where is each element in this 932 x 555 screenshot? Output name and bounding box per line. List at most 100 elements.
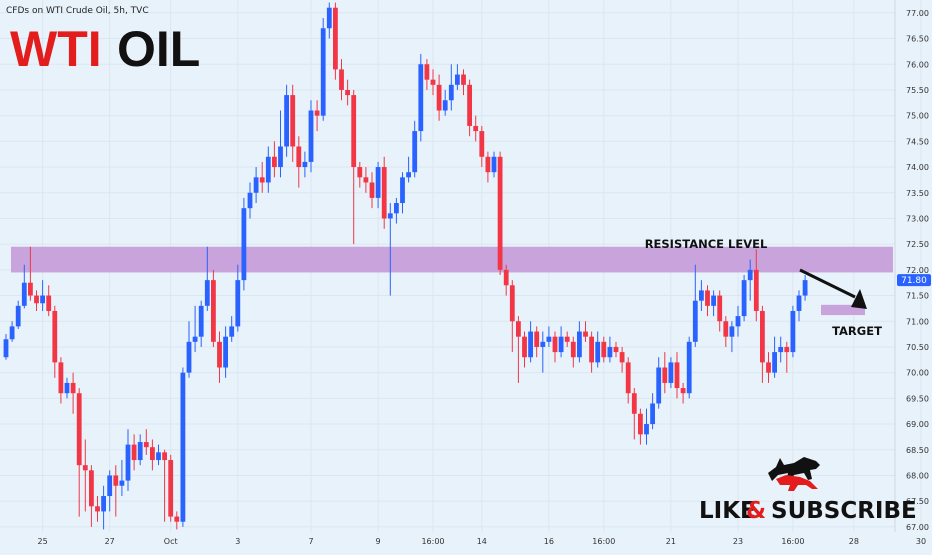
candle-bearish: [619, 346, 625, 373]
candle-bearish: [345, 79, 350, 106]
candle-bearish: [503, 264, 509, 296]
candle-body: [168, 460, 174, 517]
time-axis[interactable]: 25 27 Oct 3 7 9 16:00 14 16 16:00 21 23 16:00 28 30: [38, 537, 927, 546]
candle-bullish: [223, 326, 228, 378]
candle-bullish: [235, 264, 241, 332]
candle-bullish: [644, 408, 649, 445]
bear-silhouette: [776, 475, 818, 491]
candle-body: [705, 290, 710, 306]
candle-bullish: [418, 53, 424, 142]
time-tick-label: 9: [376, 537, 381, 546]
time-tick-label: 16:00: [592, 537, 615, 546]
candle-body: [235, 280, 241, 327]
candle-bullish: [15, 300, 21, 329]
candle-body: [570, 341, 576, 358]
candle-bearish: [662, 352, 668, 394]
candle-bullish: [308, 100, 314, 173]
candle-bearish: [82, 439, 88, 512]
candle-bullish: [692, 264, 698, 347]
candle-body: [174, 516, 180, 522]
candle-bullish: [247, 182, 253, 219]
candle-bullish: [278, 110, 283, 178]
candle-bearish: [522, 331, 527, 368]
candle-body: [394, 203, 399, 214]
price-tick-label: 68.50: [906, 446, 929, 455]
candle-bullish: [180, 367, 186, 527]
candle-body: [143, 442, 149, 448]
candle-body: [223, 336, 228, 368]
candle-bearish: [461, 69, 466, 96]
arrow-head: [851, 289, 867, 309]
candle-bearish: [131, 434, 137, 471]
candle-bullish: [107, 470, 113, 512]
candle-bearish: [34, 290, 39, 311]
candle-bearish: [351, 89, 357, 245]
candle-bearish: [424, 59, 430, 90]
candle-body: [369, 182, 375, 198]
candle-body: [253, 177, 259, 193]
candle-body: [21, 282, 27, 306]
candle-bearish: [76, 388, 82, 517]
candle-body: [674, 362, 680, 389]
candle-bearish: [357, 161, 363, 188]
resistance-label: RESISTANCE LEVEL: [645, 237, 768, 251]
candle-bullish: [137, 434, 143, 466]
candle-body: [211, 280, 216, 342]
candle-body: [150, 447, 155, 461]
candle-bullish: [729, 321, 735, 353]
candle-bullish: [186, 321, 192, 378]
candle-body: [351, 95, 357, 168]
candle-bearish: [760, 305, 765, 383]
candle-body: [467, 84, 472, 126]
price-tick-label: 67.00: [906, 523, 929, 532]
candle-body: [363, 177, 369, 183]
candle-body: [418, 64, 424, 132]
candle-bearish: [638, 408, 643, 445]
candle-body: [302, 161, 308, 168]
candle-bearish: [363, 167, 369, 193]
candle-bullish: [772, 336, 777, 378]
candle-bearish: [314, 100, 320, 132]
candle-body: [3, 339, 9, 358]
resistance-zone: [11, 246, 893, 273]
candle-body: [668, 362, 674, 383]
like-subscribe-cta[interactable]: LIKE & SUBSCRIBE: [699, 498, 917, 524]
candle-bullish: [229, 316, 235, 342]
price-axis[interactable]: 67.00 67.50 68.00 68.50 69.00 69.50 70.00 70.50…: [906, 9, 929, 532]
candle-bearish: [70, 372, 76, 414]
price-tick-label: 73.50: [906, 189, 929, 198]
candle-bearish: [259, 161, 265, 193]
candle-body: [509, 285, 515, 322]
candle-body: [70, 382, 76, 394]
candle-body: [595, 341, 601, 363]
candle-body: [662, 367, 668, 383]
candle-body: [217, 341, 222, 368]
candle-body: [9, 326, 15, 340]
time-tick-label: 27: [105, 537, 115, 546]
candle-body: [131, 444, 137, 461]
target-label: TARGET: [832, 324, 882, 338]
price-tick-label: 68.00: [906, 471, 929, 480]
time-tick-label: Oct: [164, 537, 178, 546]
candle-body: [89, 470, 94, 507]
candle-bearish: [784, 341, 790, 373]
current-price-tag: 71.80: [897, 274, 931, 287]
candle-body: [345, 89, 350, 96]
candle-body: [357, 167, 363, 178]
candle-bullish: [125, 429, 131, 491]
candle-body: [198, 305, 204, 337]
candle-body: [156, 452, 161, 461]
candle-body: [119, 480, 125, 486]
candle-bullish: [9, 321, 15, 342]
candle-bullish: [265, 146, 271, 193]
time-tick-label: 16:00: [421, 537, 444, 546]
candle-bullish: [394, 197, 399, 224]
candle-body: [760, 310, 765, 363]
candle-bearish: [473, 115, 479, 142]
candle-bearish: [162, 449, 167, 522]
candle-bearish: [436, 74, 442, 121]
candle-body: [290, 95, 296, 147]
candle-body: [265, 156, 271, 183]
candle-bearish: [516, 316, 521, 383]
